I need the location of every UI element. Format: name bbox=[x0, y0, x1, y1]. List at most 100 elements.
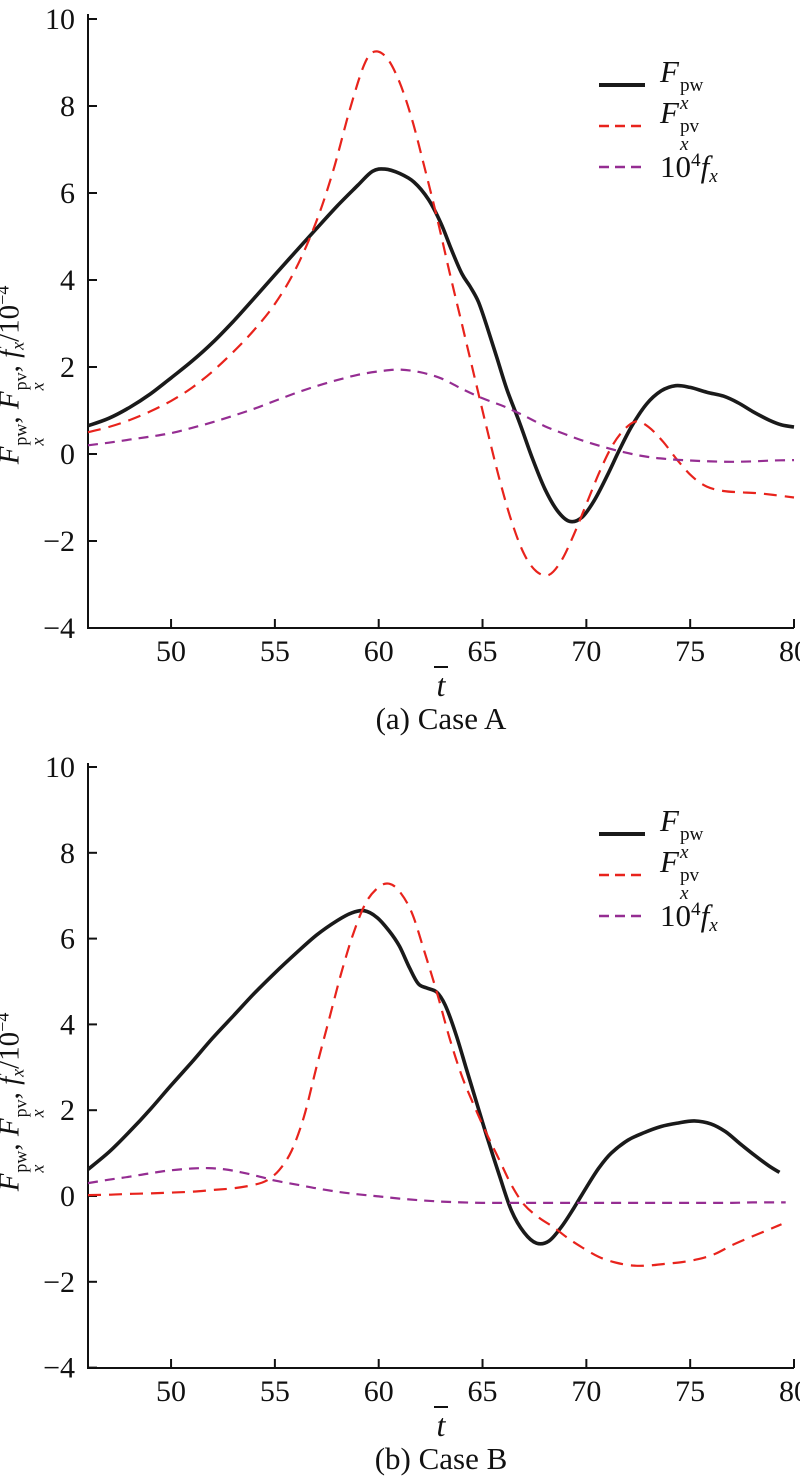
math-supsub: pv x bbox=[679, 864, 700, 904]
x-tick-label: 75 bbox=[675, 1375, 705, 1408]
y-tick-label: 10 bbox=[45, 3, 75, 36]
math-token: F bbox=[660, 843, 679, 879]
series-Fx_pw bbox=[87, 167, 795, 524]
math-token: , bbox=[0, 1136, 25, 1150]
x-tick-label: 60 bbox=[364, 635, 394, 668]
math-token: F bbox=[660, 802, 679, 838]
x-tick-label: 80 bbox=[779, 1375, 800, 1408]
chart-case-b: 50 55 60 65 70 75 80 10 8 6 4 2 0 −2 −4 bbox=[43, 751, 800, 1408]
y-tick-label: 8 bbox=[60, 837, 75, 870]
math-supsub: pw x bbox=[10, 423, 48, 446]
math-supsub: pw x bbox=[679, 74, 704, 114]
x-tick-label: 55 bbox=[260, 635, 290, 668]
math-token: −4 bbox=[0, 1012, 13, 1032]
x-axis-label-b: t bbox=[41, 1406, 800, 1441]
math-supsub: pv x bbox=[10, 372, 48, 391]
y-tick-label: 0 bbox=[60, 1180, 75, 1213]
math-token: 10 bbox=[660, 898, 691, 933]
x-tick-label: 75 bbox=[675, 635, 705, 668]
x-tick-label: 50 bbox=[156, 1375, 186, 1408]
math-token: x bbox=[7, 341, 28, 350]
math-token: 10 bbox=[660, 149, 691, 184]
math-token: /10 bbox=[0, 304, 26, 342]
x-axis-label-a: t bbox=[41, 666, 800, 701]
caption-case-a: (a) Case A bbox=[375, 701, 507, 736]
legend-row-fx: 104fx bbox=[597, 895, 718, 936]
x-tick-label: 50 bbox=[156, 635, 186, 668]
y-tick-label: 8 bbox=[60, 90, 75, 123]
math-token: 4 bbox=[691, 899, 701, 921]
y-tick-label: 4 bbox=[60, 1008, 75, 1041]
series-Fx_pv bbox=[87, 882, 782, 1267]
series-Fx_pv bbox=[87, 50, 795, 577]
math-token: , bbox=[0, 409, 25, 423]
math-token: F bbox=[660, 94, 679, 130]
x-tick-label: 65 bbox=[468, 635, 498, 668]
math-token: , bbox=[0, 358, 25, 372]
math-token: 4 bbox=[691, 150, 701, 172]
math-token: F bbox=[0, 1118, 25, 1136]
y-tick-label: 6 bbox=[60, 923, 75, 956]
y-tick-label: −4 bbox=[43, 612, 75, 645]
legend-line-sample bbox=[597, 121, 647, 131]
legend-line-sample bbox=[597, 80, 647, 90]
y-tick-label: 10 bbox=[45, 751, 75, 784]
y-tick-label: 4 bbox=[60, 264, 75, 297]
legend-line-sample bbox=[597, 870, 647, 880]
math-token: f bbox=[0, 350, 25, 358]
legend-label-fx: 104fx bbox=[660, 898, 718, 935]
series-Fx_pw bbox=[86, 908, 781, 1246]
x-tick-label: 70 bbox=[571, 635, 601, 668]
chart-case-a: 50 55 60 65 70 75 80 10 8 6 4 2 0 −2 −4 bbox=[43, 3, 800, 668]
x-axis-symbol-tbar: t bbox=[433, 666, 449, 701]
x-tick-label: 80 bbox=[779, 635, 800, 668]
math-supsub: pv x bbox=[679, 115, 700, 155]
math-token: −4 bbox=[0, 285, 13, 305]
legend-line-sample bbox=[597, 911, 647, 921]
y-tick-label: −2 bbox=[43, 1266, 75, 1299]
series-fx_e4 bbox=[87, 1166, 786, 1204]
math-supsub: pw x bbox=[10, 1150, 48, 1173]
x-axis-symbol-tbar: t bbox=[433, 1406, 449, 1441]
legend-label-fx: 104fx bbox=[660, 149, 718, 186]
legend-row-fx: 104fx bbox=[597, 146, 718, 187]
math-token: f bbox=[700, 149, 710, 184]
y-tick-label: −4 bbox=[43, 1352, 75, 1385]
math-token: f bbox=[700, 898, 710, 933]
math-token: x bbox=[709, 166, 718, 188]
math-token: x bbox=[709, 915, 718, 937]
legend-line-sample bbox=[597, 162, 647, 172]
math-token: , bbox=[0, 1085, 25, 1099]
y-tick-label: 6 bbox=[60, 177, 75, 210]
math-token: x bbox=[7, 1068, 28, 1077]
math-token: /10 bbox=[0, 1031, 26, 1069]
legend-line-sample bbox=[597, 829, 647, 839]
x-tick-label: 55 bbox=[260, 1375, 290, 1408]
math-token: F bbox=[0, 1174, 25, 1192]
x-tick-label: 65 bbox=[468, 1375, 498, 1408]
y-tick-label: 2 bbox=[60, 1094, 75, 1127]
math-token: F bbox=[0, 391, 25, 409]
math-supsub: pv x bbox=[10, 1099, 48, 1118]
math-token: F bbox=[0, 447, 25, 465]
x-tick-label: 70 bbox=[571, 1375, 601, 1408]
math-supsub: pw x bbox=[679, 823, 704, 863]
math-token: f bbox=[0, 1077, 25, 1085]
series-fx_e4 bbox=[87, 368, 795, 463]
x-tick-label: 60 bbox=[364, 1375, 394, 1408]
math-token: F bbox=[660, 53, 679, 89]
y-tick-label: 2 bbox=[60, 351, 75, 384]
